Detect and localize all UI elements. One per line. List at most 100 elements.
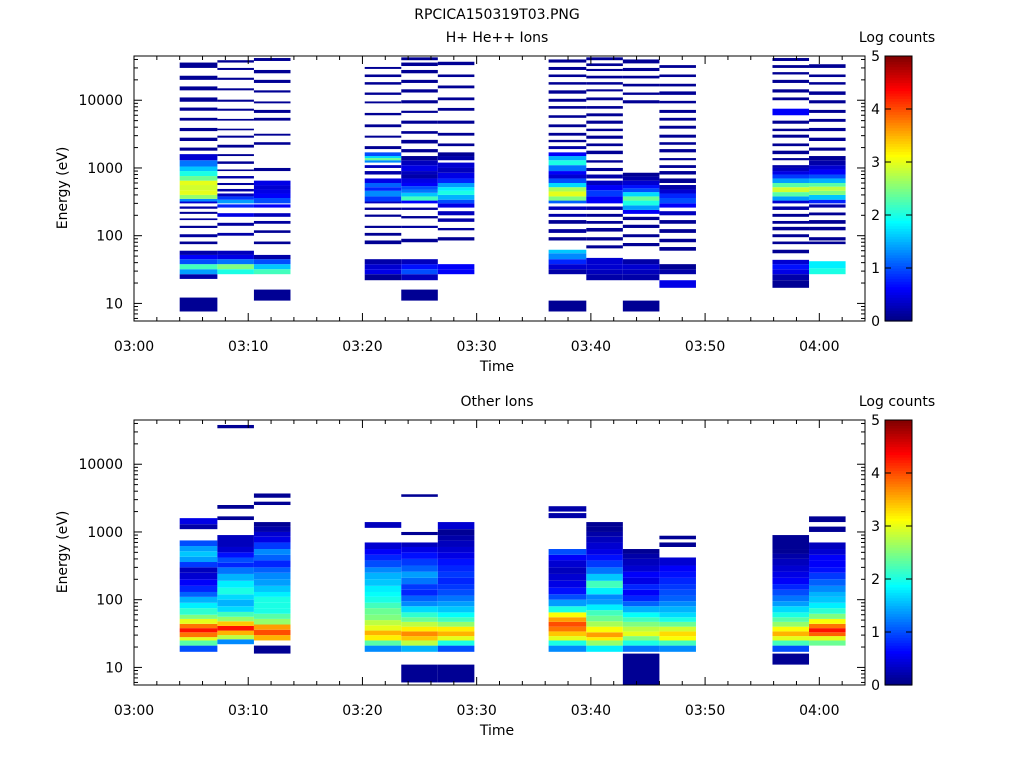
colorbar-segment — [885, 204, 912, 208]
spectrogram-cell — [253, 531, 291, 537]
colorbar-segment — [885, 457, 912, 461]
colorbar-segment — [885, 576, 912, 580]
colorbar-segment — [885, 515, 912, 519]
spectrogram-cell — [659, 577, 696, 585]
spectrogram-cell — [364, 207, 402, 210]
spectrogram-cell — [622, 553, 660, 559]
spectrogram-cell — [809, 268, 846, 275]
spectrogram-cell — [586, 549, 623, 555]
spectrogram-cell — [659, 584, 696, 590]
spectrogram-cell — [659, 264, 696, 270]
colorbar-segment — [885, 268, 912, 272]
colorbar-segment — [885, 307, 912, 311]
spectrogram-cell — [659, 269, 696, 275]
spectrogram-cell — [437, 74, 475, 78]
spectrogram-cell — [548, 617, 587, 622]
colorbar-tick-label: 5 — [871, 413, 880, 429]
spectrogram-cell — [659, 198, 696, 204]
colorbar-segment — [885, 531, 912, 535]
spectrogram-cell — [401, 552, 438, 559]
spectrogram-cell — [622, 196, 660, 201]
spectrogram-cell — [772, 636, 810, 641]
spectrogram-cell — [437, 152, 475, 157]
spectrogram-cell — [437, 182, 475, 188]
colorbar-segment — [885, 610, 912, 615]
spectrogram-cell — [364, 160, 402, 163]
y-tick-label: 10 — [105, 660, 123, 676]
spectrogram-cell — [659, 149, 696, 153]
colorbar-segment — [885, 682, 912, 686]
spectrogram-cell — [772, 171, 810, 175]
spectrogram-cell — [586, 560, 623, 568]
spectrogram-cell — [659, 601, 696, 607]
colorbar-segment — [885, 233, 912, 237]
colorbar-segment — [885, 634, 912, 638]
spectrogram-cell — [809, 165, 846, 170]
colorbar-segment — [885, 602, 912, 607]
colorbar-segment — [885, 480, 912, 485]
spectrogram-cell — [401, 100, 438, 104]
spectrogram-cell — [548, 191, 587, 197]
colorbar-label-h-he: Log counts — [859, 30, 935, 46]
spectrogram-cell — [217, 199, 254, 204]
spectrogram-cell — [364, 560, 402, 568]
colorbar-segment — [885, 246, 912, 251]
colorbar-tick-label: 0 — [871, 678, 880, 694]
spectrogram-cell — [401, 196, 438, 201]
spectrogram-cell — [809, 261, 846, 269]
colorbar-segment — [885, 518, 912, 522]
spectrogram-cell — [253, 572, 291, 580]
spectrogram-cell — [548, 269, 587, 275]
colorbar-segment — [885, 132, 912, 137]
spectrogram-cell — [548, 59, 587, 63]
spectrogram-cell — [437, 167, 475, 173]
colorbar-segment — [885, 462, 912, 466]
spectrogram-cell — [364, 269, 402, 275]
spectrogram-cell — [548, 74, 587, 78]
spectrogram-cell — [364, 101, 402, 104]
spectrogram-cell — [217, 77, 254, 80]
spectrogram-cell — [401, 178, 438, 183]
spectrogram-cell — [253, 69, 291, 74]
colorbar-segment — [885, 236, 912, 240]
colorbar-tick-label: 3 — [871, 155, 880, 171]
spectrogram-cell — [401, 57, 438, 61]
colorbar-segment — [885, 212, 912, 216]
page-title: RPCICA150319T03.PNG — [414, 7, 579, 23]
spectrogram-cell — [179, 579, 218, 586]
spectrogram-cell — [253, 549, 291, 555]
colorbar-segment — [885, 199, 912, 203]
colorbar-segment — [885, 655, 912, 660]
colorbar-segment — [885, 435, 912, 440]
spectrogram-cell — [364, 214, 402, 217]
spectrogram-cell — [253, 522, 291, 527]
spectrogram-cell — [217, 169, 254, 172]
spectrogram-cell — [548, 66, 587, 70]
spectrogram-cell — [437, 107, 475, 111]
spectrogram-cell — [179, 201, 218, 204]
spectrogram-cell — [401, 577, 438, 585]
spectrogram-cell — [809, 516, 846, 523]
spectrogram-cell — [659, 621, 696, 627]
spectrogram-cell — [772, 134, 810, 138]
spectrogram-cell — [253, 185, 291, 190]
spectrogram-cell — [772, 269, 810, 275]
spectrogram-cells-other — [179, 424, 846, 685]
spectrogram-cell — [586, 615, 623, 622]
spectrogram-cell — [659, 65, 696, 68]
colorbar-segment — [885, 209, 912, 213]
spectrogram-cell — [253, 213, 291, 217]
spectrogram-cell — [217, 193, 254, 197]
colorbar-segment — [885, 512, 912, 516]
spectrogram-cell — [548, 165, 587, 172]
colorbar-segment — [885, 56, 912, 60]
spectrogram-cell — [364, 201, 402, 204]
colorbar-segment — [885, 244, 912, 248]
colorbar-h-he: 0 1 2 3 4 5 — [871, 49, 913, 330]
colorbar-segment — [885, 616, 912, 620]
colorbar-segment — [885, 632, 912, 636]
spectrogram-cell — [772, 167, 810, 172]
spectrogram-cell — [253, 635, 291, 641]
spectrogram-cell — [586, 160, 623, 163]
colorbar-segment — [885, 589, 912, 593]
